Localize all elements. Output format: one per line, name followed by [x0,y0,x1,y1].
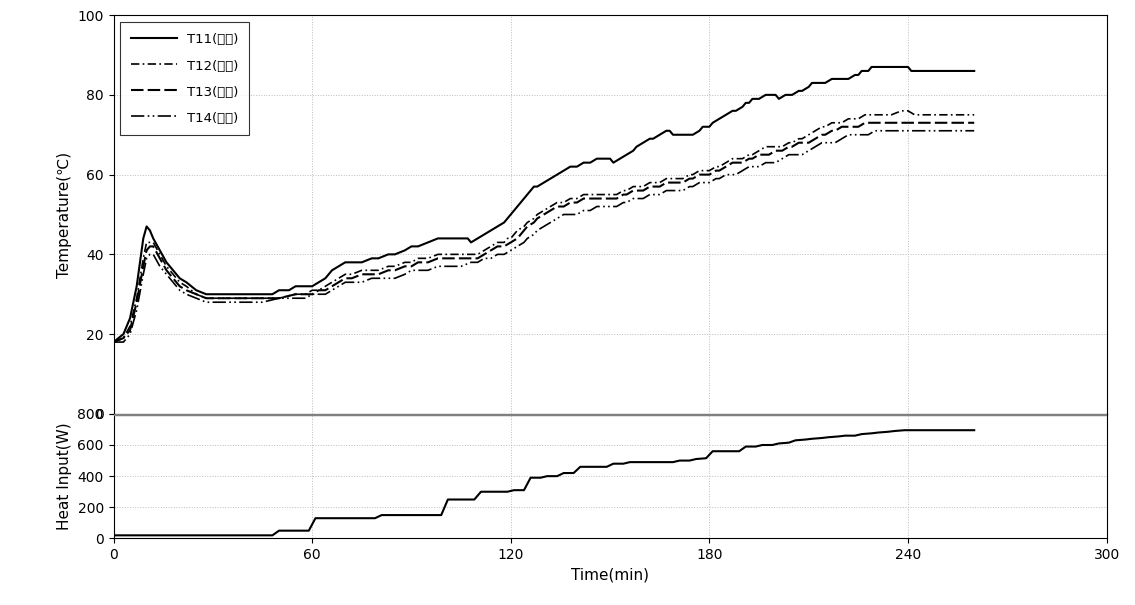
T14(히터) [967,127,981,134]
T13(히터) [858,119,872,126]
Line: T11(히터): T11(히터) [114,67,974,342]
T11(히터) [497,219,511,226]
X-axis label: Time(min): Time(min) [571,567,649,583]
T11(히터) [478,231,491,238]
T14(히터) [875,127,889,134]
T13(히터) [107,338,120,345]
T11(히터) [266,290,279,298]
T11(히터) [107,338,120,345]
T14(히터) [676,187,690,194]
T11(히터) [865,64,878,71]
T12(히터) [894,107,908,114]
T12(히터) [107,338,120,345]
Line: T12(히터): T12(히터) [114,111,974,342]
T12(히터) [875,111,889,119]
Y-axis label: Heat Input(W): Heat Input(W) [57,422,72,530]
Line: T13(히터): T13(히터) [114,123,974,342]
T13(히터) [918,119,932,126]
T12(히터) [355,267,369,274]
T13(히터) [438,255,452,262]
T13(히터) [967,119,981,126]
T11(히터) [785,91,799,99]
T13(히터) [875,119,889,126]
T13(히터) [345,275,359,282]
Line: T14(히터): T14(히터) [114,131,974,342]
T14(히터) [616,199,630,206]
T14(히터) [438,263,452,270]
Y-axis label: Temperature(℃): Temperature(℃) [57,151,72,278]
T11(히터) [967,67,981,74]
T12(히터) [967,111,981,119]
T12(히터) [808,127,822,134]
T14(히터) [345,279,359,286]
T14(히터) [918,127,932,134]
T12(히터) [381,263,395,270]
T11(히터) [683,131,697,139]
T14(히터) [107,338,120,345]
T11(히터) [544,175,557,182]
T13(히터) [676,179,690,186]
T12(히터) [659,175,673,182]
Legend: T11(히터), T12(히터), T13(히터), T14(히터): T11(히터), T12(히터), T13(히터), T14(히터) [120,22,250,136]
T14(히터) [868,127,882,134]
T13(히터) [616,191,630,198]
T12(히터) [825,119,839,126]
